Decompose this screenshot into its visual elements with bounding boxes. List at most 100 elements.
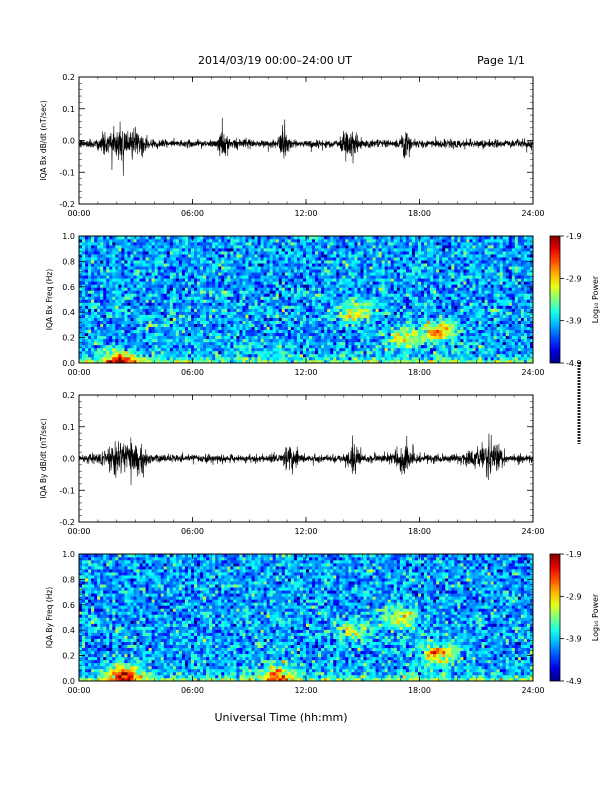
heatmap-cell (414, 308, 419, 312)
heatmap-cell (387, 290, 392, 294)
heatmap-cell (357, 344, 361, 349)
heatmap-cell (245, 254, 249, 258)
heatmap-cell (269, 284, 274, 288)
heatmap-cell (363, 353, 367, 358)
heatmap-cell (215, 356, 219, 361)
heatmap-cell (82, 359, 86, 364)
heatmap-cell (284, 335, 289, 340)
heatmap-cell (318, 296, 322, 300)
heatmap-cell (324, 344, 328, 349)
heatmap-cell (417, 299, 422, 303)
heatmap-cell (148, 335, 152, 340)
heatmap-cell (236, 242, 240, 246)
heatmap-cell (118, 251, 122, 255)
heatmap-cell (103, 287, 107, 291)
heatmap-cell (384, 356, 389, 361)
heatmap-cell (221, 290, 225, 294)
heatmap-cell (233, 254, 237, 258)
heatmap-cell (360, 293, 364, 297)
heatmap-cell (342, 254, 346, 258)
heatmap-cell (115, 269, 119, 273)
heatmap-cell (163, 296, 168, 300)
heatmap-cell (239, 266, 243, 270)
heatmap-cell (381, 317, 385, 321)
heatmap-cell (427, 320, 431, 324)
heatmap-cell (97, 347, 101, 352)
heatmap-cell (357, 269, 361, 273)
heatmap-cell (278, 317, 283, 321)
heatmap-cell (287, 338, 292, 343)
heatmap-cell (133, 260, 137, 264)
heatmap-cell (351, 338, 355, 343)
heatmap-cell (136, 263, 140, 267)
heatmap-cell (414, 275, 419, 279)
heatmap-cell (387, 236, 392, 240)
heatmap-cell (154, 278, 158, 282)
heatmap-cell (278, 299, 283, 303)
heatmap-cell (351, 299, 355, 303)
heatmap-cell (257, 311, 261, 315)
heatmap-cell (366, 293, 370, 297)
heatmap-cell (127, 266, 131, 270)
heatmap-cell (351, 236, 355, 240)
heatmap-cell (339, 326, 343, 331)
heatmap-cell (121, 335, 125, 340)
heatmap-cell (427, 281, 431, 285)
heatmap-cell (345, 344, 349, 349)
heatmap-cell (366, 275, 370, 279)
heatmap-cell (372, 278, 376, 282)
heatmap-cell (384, 293, 389, 297)
heatmap-cell (142, 353, 146, 358)
heatmap-cell (224, 254, 228, 258)
heatmap-cell (254, 236, 258, 240)
heatmap-cell (172, 356, 177, 361)
heatmap-cell (251, 275, 255, 279)
heatmap-cell (139, 269, 143, 273)
heatmap-cell (405, 347, 410, 352)
heatmap-cell (384, 353, 389, 358)
heatmap-cell (321, 260, 325, 264)
heatmap-cell (194, 260, 198, 264)
heatmap-cell (266, 347, 270, 352)
heatmap-cell (411, 305, 416, 309)
heatmap-cell (157, 239, 162, 243)
heatmap-cell (154, 287, 158, 291)
heatmap-cell (212, 344, 216, 349)
heatmap-cell (354, 305, 358, 309)
heatmap-cell (224, 242, 228, 246)
heatmap-cell (218, 239, 222, 243)
heatmap-cell (194, 305, 198, 309)
heatmap-cell (103, 248, 107, 252)
heatmap-cell (327, 314, 331, 318)
heatmap-cell (324, 317, 328, 321)
heatmap-cell (221, 326, 225, 331)
heatmap-cell (79, 257, 83, 261)
heatmap-cell (363, 296, 367, 300)
heatmap-cell (366, 323, 370, 328)
heatmap-cell (169, 317, 174, 321)
heatmap-cell (94, 248, 98, 252)
heatmap-cell (221, 317, 225, 321)
heatmap-cell (378, 341, 382, 346)
heatmap-cell (306, 359, 310, 364)
heatmap-cell (233, 242, 237, 246)
heatmap-cell (148, 353, 152, 358)
heatmap-cell (236, 305, 240, 309)
heatmap-cell (154, 356, 158, 361)
heatmap-cell (239, 296, 243, 300)
heatmap-cell (218, 347, 222, 352)
heatmap-cell (396, 248, 401, 252)
heatmap-cell (203, 242, 207, 246)
heatmap-cell (133, 350, 137, 355)
heatmap-cell (366, 317, 370, 321)
heatmap-cell (369, 293, 373, 297)
heatmap-cell (221, 263, 225, 267)
heatmap-cell (100, 305, 104, 309)
heatmap-cell (242, 305, 246, 309)
heatmap-cell (411, 263, 416, 267)
heatmap-cell (269, 254, 274, 258)
heatmap-cell (375, 272, 379, 276)
heatmap-cell (299, 284, 304, 288)
heatmap-cell (309, 326, 313, 331)
heatmap-cell (269, 248, 274, 252)
